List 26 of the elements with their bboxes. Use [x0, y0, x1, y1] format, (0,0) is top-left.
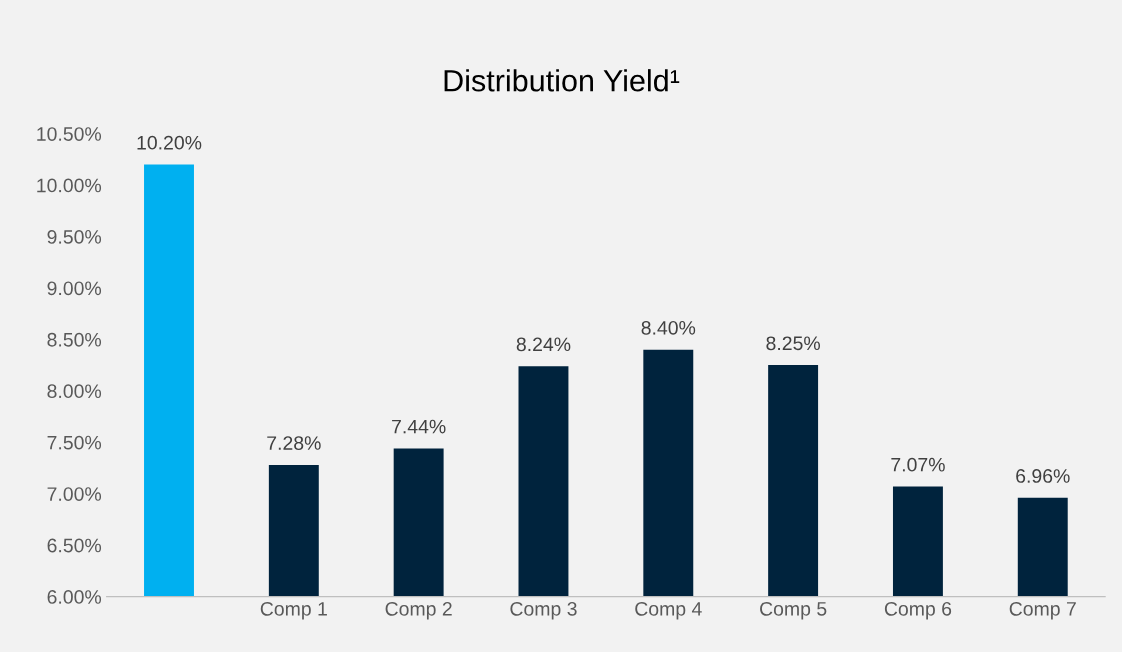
- data-label: 6.96%: [1016, 469, 1070, 483]
- x-tick-label: Comp 5: [760, 601, 827, 620]
- y-tick-label: 10.50%: [37, 127, 102, 141]
- data-label: 7.28%: [267, 436, 321, 450]
- data-label: 10.20%: [137, 135, 202, 150]
- y-tick-label: 10.00%: [37, 178, 102, 193]
- y-tick-label: 8.50%: [47, 332, 102, 347]
- data-label: 8.24%: [516, 337, 571, 352]
- x-tick-label: Comp 6: [884, 601, 952, 620]
- x-tick-label: Comp 2: [385, 601, 452, 620]
- x-tick-label: Comp 7: [1009, 601, 1076, 620]
- data-label: 7.07%: [891, 457, 945, 472]
- x-tick-label: Comp 3: [510, 601, 577, 620]
- chart-title: Distribution Yield¹: [444, 69, 680, 92]
- y-tick-label: 6.00%: [47, 590, 102, 604]
- y-tick-label: 7.00%: [47, 487, 102, 501]
- data-label: 8.40%: [641, 320, 696, 335]
- y-tick-label: 6.50%: [47, 538, 102, 553]
- x-tick-label: Comp 4: [635, 601, 702, 620]
- y-tick-label: 7.50%: [47, 435, 102, 450]
- data-label: 8.25%: [766, 336, 820, 351]
- y-tick-label: 9.00%: [47, 281, 102, 296]
- y-tick-label: 9.50%: [47, 230, 102, 244]
- x-tick-label: Comp 1: [260, 601, 327, 620]
- data-label: 7.44%: [392, 419, 446, 434]
- y-tick-label: 8.00%: [47, 384, 102, 399]
